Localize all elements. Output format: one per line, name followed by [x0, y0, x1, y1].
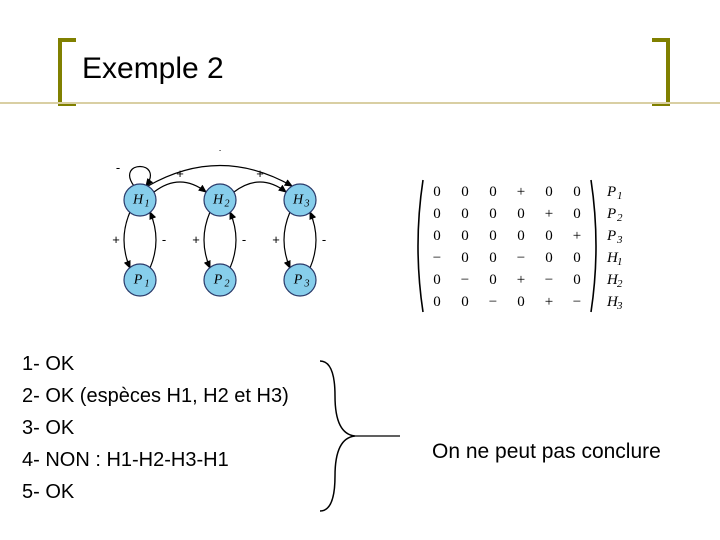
svg-text:+: +	[545, 206, 553, 222]
svg-text:+: +	[573, 228, 581, 244]
sign-matrix: 000+00P10000+0P200000+P3−00−00H10−0+−0H2…	[405, 170, 655, 320]
svg-text:0: 0	[545, 228, 553, 244]
svg-text:0: 0	[489, 206, 497, 222]
svg-text:0: 0	[489, 228, 497, 244]
svg-text:-: -	[116, 160, 120, 175]
svg-text:P: P	[133, 273, 143, 288]
criteria-list: 1- OK 2- OK (espèces H1, H2 et H3) 3- OK…	[22, 348, 289, 508]
svg-text:0: 0	[433, 272, 441, 288]
conclusion-text: On ne peut pas conclure	[432, 440, 661, 464]
slide-title: Exemple 2	[82, 52, 224, 86]
svg-text:1: 1	[145, 199, 150, 210]
svg-text:0: 0	[517, 206, 525, 222]
svg-text:2: 2	[617, 212, 623, 224]
svg-text:-: -	[242, 232, 246, 247]
svg-text:P: P	[213, 273, 223, 288]
list-item: 5- OK	[22, 476, 289, 508]
svg-text:3: 3	[304, 199, 310, 210]
svg-text:3: 3	[616, 300, 623, 312]
list-item: 4- NON : H1-H2-H3-H1	[22, 444, 289, 476]
svg-text:+: +	[112, 232, 120, 247]
svg-text:P: P	[293, 273, 303, 288]
svg-text:H: H	[212, 193, 224, 208]
svg-text:+: +	[517, 272, 525, 288]
svg-text:0: 0	[461, 206, 469, 222]
svg-text:0: 0	[461, 250, 469, 266]
svg-text:0: 0	[461, 294, 469, 310]
svg-text:P: P	[606, 206, 616, 222]
svg-text:+: +	[545, 294, 553, 310]
svg-text:0: 0	[433, 184, 441, 200]
svg-text:+: +	[517, 184, 525, 200]
svg-text:0: 0	[461, 228, 469, 244]
svg-text:3: 3	[304, 279, 310, 290]
svg-text:−: −	[489, 294, 497, 310]
svg-text:-: -	[322, 232, 326, 247]
svg-text:0: 0	[545, 250, 553, 266]
svg-text:0: 0	[489, 250, 497, 266]
svg-text:H: H	[292, 193, 304, 208]
title-bracket-left	[58, 38, 76, 106]
list-item: 1- OK	[22, 348, 289, 380]
svg-text:3: 3	[616, 234, 623, 246]
svg-text:0: 0	[545, 184, 553, 200]
svg-text:2: 2	[617, 278, 623, 290]
svg-text:1: 1	[145, 279, 150, 290]
svg-text:+: +	[216, 150, 224, 155]
svg-text:0: 0	[433, 294, 441, 310]
svg-text:0: 0	[573, 206, 581, 222]
list-item: 3- OK	[22, 412, 289, 444]
svg-text:+: +	[272, 232, 280, 247]
svg-text:-: -	[162, 232, 166, 247]
title-bracket-right	[652, 38, 670, 106]
svg-text:1: 1	[617, 256, 623, 268]
svg-text:1: 1	[617, 190, 623, 202]
svg-text:0: 0	[517, 294, 525, 310]
svg-text:0: 0	[517, 228, 525, 244]
svg-text:+: +	[176, 166, 184, 181]
svg-text:0: 0	[573, 250, 581, 266]
svg-text:+: +	[256, 166, 264, 181]
title-underline	[0, 102, 720, 104]
svg-text:−: −	[517, 250, 525, 266]
svg-text:2: 2	[225, 279, 230, 290]
curly-brace	[310, 356, 400, 516]
svg-text:0: 0	[489, 184, 497, 200]
svg-text:2: 2	[225, 199, 230, 210]
svg-text:0: 0	[461, 184, 469, 200]
svg-text:−: −	[461, 272, 469, 288]
svg-text:H: H	[132, 193, 144, 208]
svg-text:0: 0	[433, 206, 441, 222]
svg-text:−: −	[545, 272, 553, 288]
svg-text:0: 0	[573, 272, 581, 288]
svg-text:0: 0	[433, 228, 441, 244]
list-item: 2- OK (espèces H1, H2 et H3)	[22, 380, 289, 412]
svg-text:−: −	[573, 294, 581, 310]
svg-text:−: −	[433, 250, 441, 266]
svg-text:0: 0	[573, 184, 581, 200]
svg-text:P: P	[606, 228, 616, 244]
svg-text:P: P	[606, 184, 616, 200]
svg-text:0: 0	[489, 272, 497, 288]
svg-text:+: +	[192, 232, 200, 247]
interaction-graph: H1H2H3P1P2P3 -++++-+-+-	[60, 150, 360, 330]
